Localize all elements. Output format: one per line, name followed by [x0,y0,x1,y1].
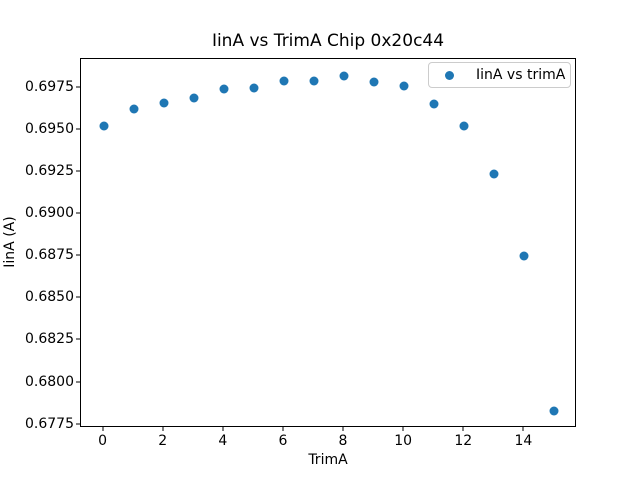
x-tick-mark [402,427,404,431]
x-tick-label: 8 [338,433,348,449]
legend-label: IinA vs trimA [476,67,566,83]
x-tick-mark [342,427,344,431]
data-point [219,84,229,94]
data-point [399,81,409,91]
plot-area: IinA vs trimA [80,58,576,427]
x-tick-mark [162,427,164,431]
data-point [309,76,319,86]
data-point [519,251,529,261]
y-tick-label: 0.6900 [25,204,74,221]
y-tick-mark [76,86,80,87]
data-point [189,93,199,103]
y-tick-label: 0.6825 [25,331,74,348]
y-axis-label: IinA (A) [2,216,18,268]
y-tick-mark [76,254,80,256]
legend: IinA vs trimA [428,62,571,88]
x-tick-label: 2 [158,433,168,449]
data-point [459,121,469,131]
x-tick-label: 12 [454,433,473,449]
legend-marker-icon [445,70,454,80]
data-point [369,77,379,87]
y-tick-label: 0.6875 [25,247,74,264]
x-tick-mark [102,427,104,431]
data-point [489,169,499,178]
y-tick-mark [76,128,80,130]
y-tick-label: 0.6925 [25,162,74,179]
data-point [129,104,139,114]
y-tick-mark [76,296,80,298]
x-tick-label: 0 [98,433,107,449]
x-tick-label: 10 [394,433,413,449]
y-tick-mark [76,338,80,340]
data-point [549,406,559,416]
chart-title: IinA vs TrimA Chip 0x20c44 [211,31,445,51]
data-point [339,71,349,81]
data-point [159,98,169,108]
x-axis-label: TrimA [308,452,348,468]
y-tick-label: 0.6800 [25,373,74,390]
x-tick-mark [522,427,524,431]
x-tick-label: 14 [514,433,533,449]
x-tick-mark [282,427,284,431]
x-tick-label: 4 [218,433,228,449]
y-tick-label: 0.6850 [25,289,74,306]
x-tick-mark [462,427,464,431]
data-point [429,99,439,109]
x-tick-mark [222,427,224,431]
data-point [279,76,289,86]
x-tick-label: 6 [278,433,288,449]
y-tick-mark [76,212,80,214]
y-tick-label: 0.6950 [25,120,74,137]
y-tick-label: 0.6975 [25,78,74,95]
y-tick-mark [76,170,80,172]
data-point [99,121,109,131]
data-point [249,83,259,92]
y-tick-label: 0.6775 [25,415,74,432]
y-tick-mark [76,423,80,425]
y-tick-mark [76,381,80,383]
